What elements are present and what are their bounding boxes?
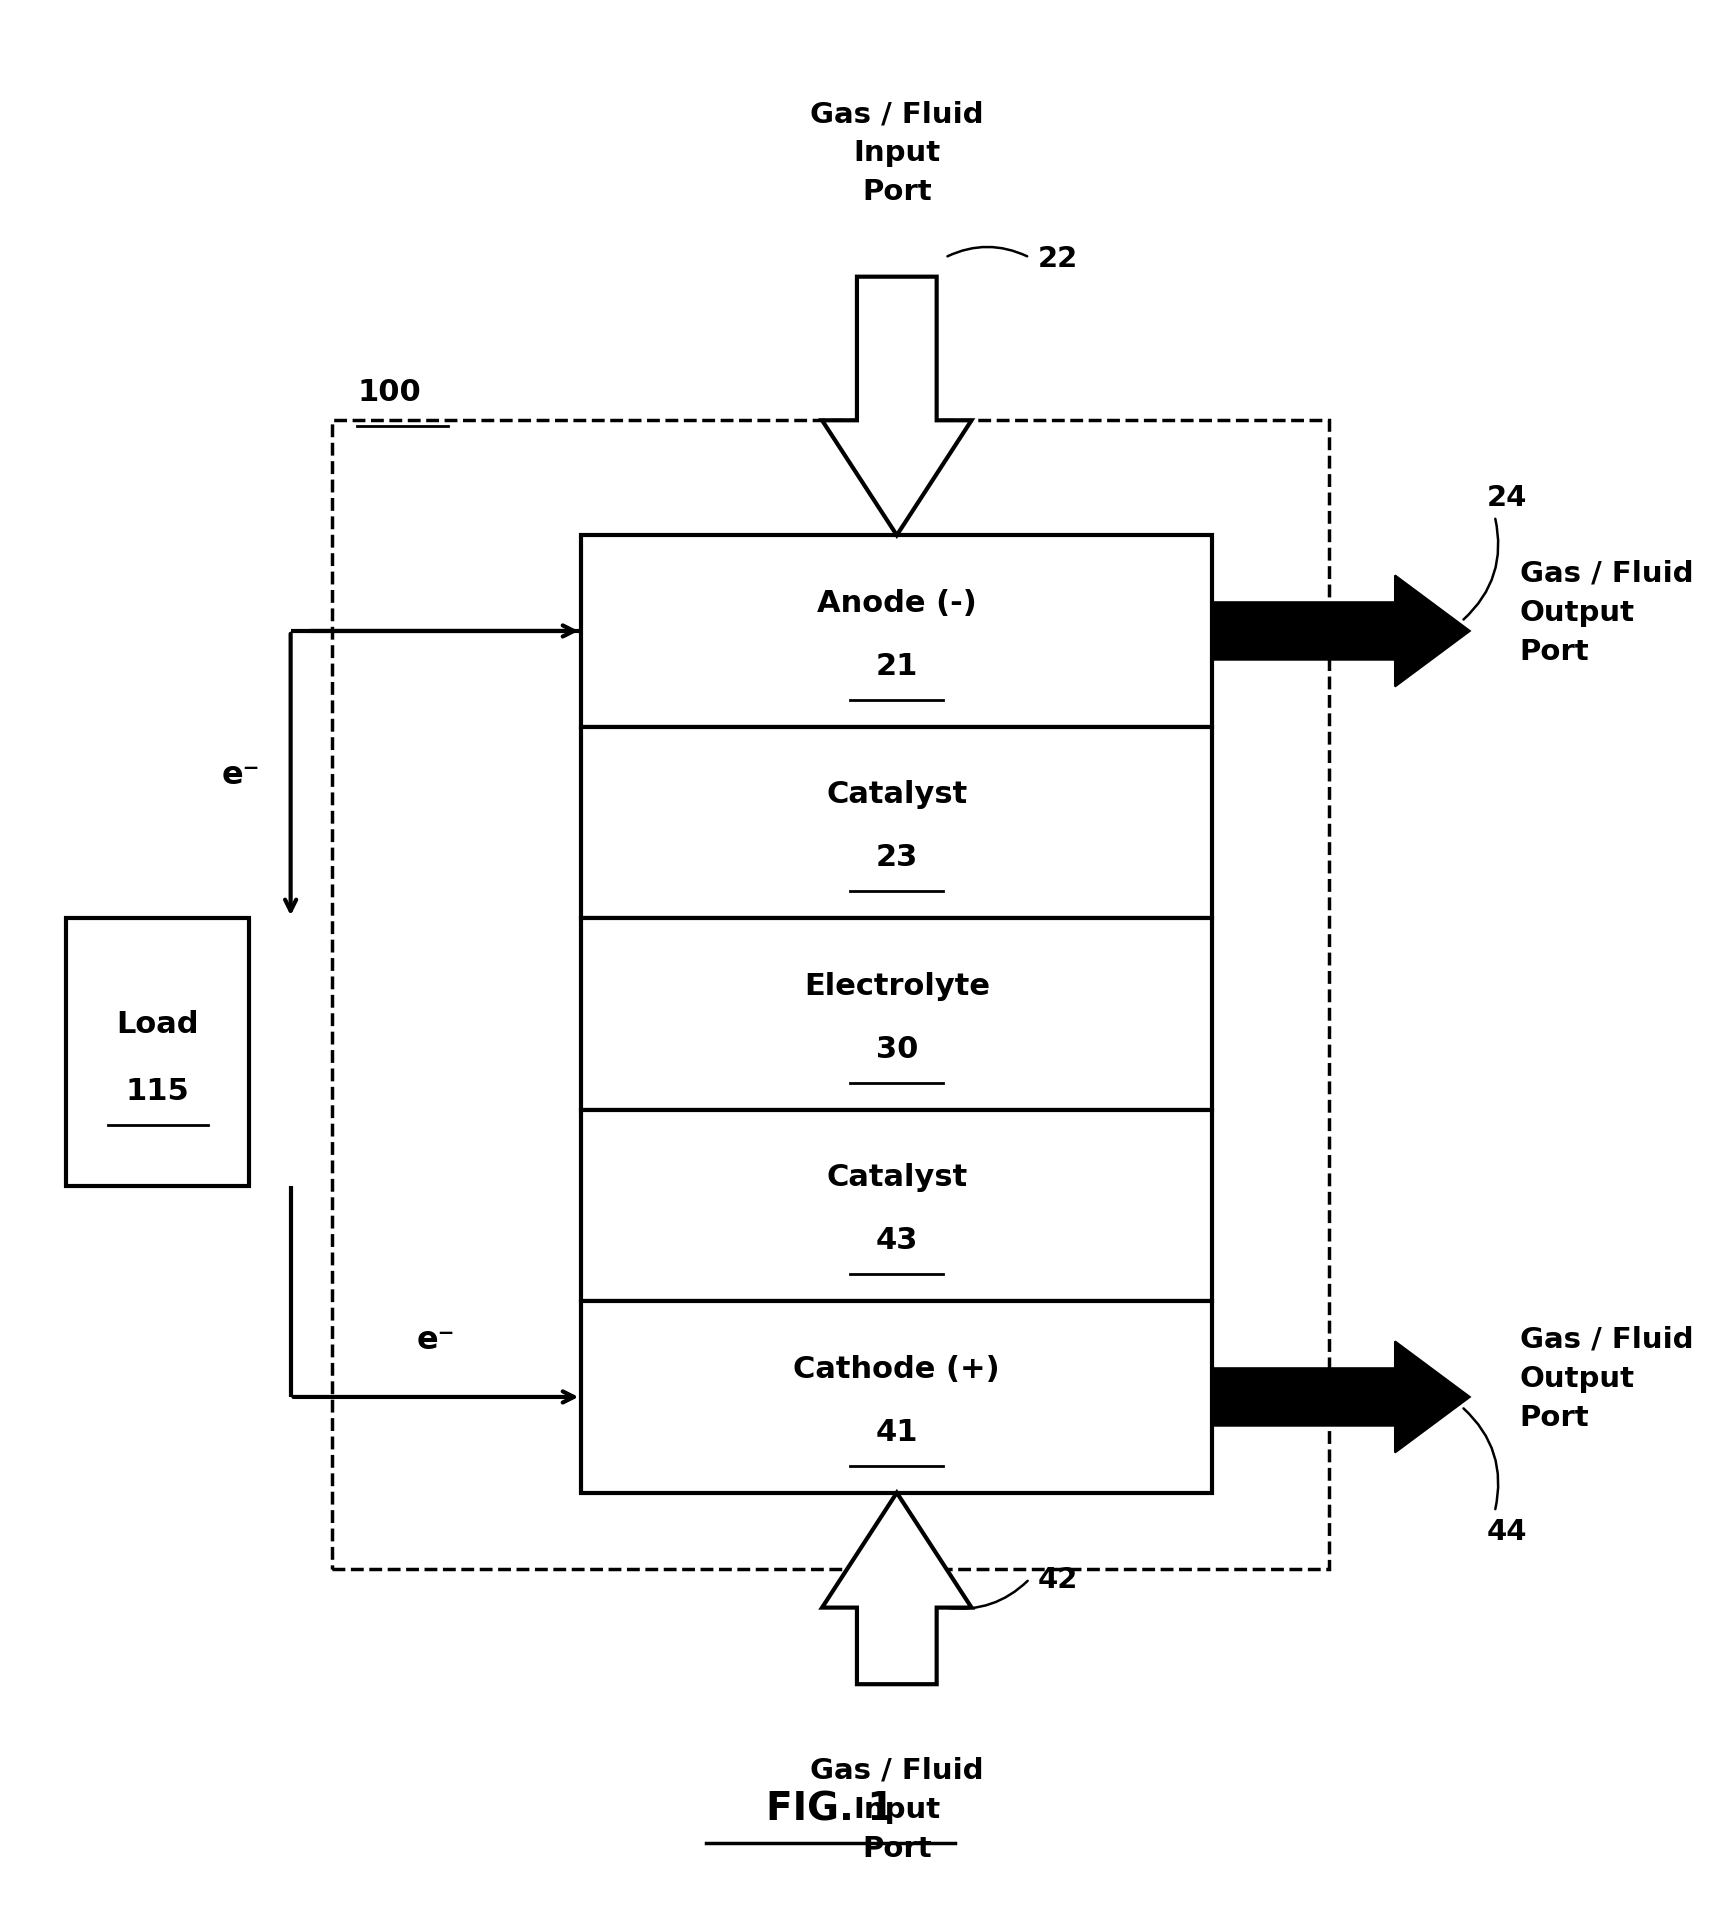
Text: Cathode (+): Cathode (+)	[793, 1353, 1000, 1384]
Bar	[67, 919, 250, 1187]
Text: e⁻: e⁻	[416, 1324, 454, 1355]
Polygon shape	[1212, 1342, 1470, 1453]
Text: 44: 44	[1487, 1518, 1527, 1545]
Text: Gas / Fluid
Input
Port: Gas / Fluid Input Port	[811, 100, 984, 207]
Text: Gas / Fluid
Output
Port: Gas / Fluid Output Port	[1520, 1324, 1693, 1432]
Text: 100: 100	[356, 377, 422, 408]
Bar	[332, 421, 1329, 1569]
Text: 22: 22	[1038, 245, 1079, 272]
Bar	[582, 919, 1212, 1110]
Bar	[582, 1110, 1212, 1302]
Text: Catalyst: Catalyst	[826, 1162, 967, 1192]
Text: 24: 24	[1487, 484, 1527, 511]
Text: 115: 115	[126, 1076, 189, 1106]
Polygon shape	[823, 1493, 972, 1684]
Bar	[582, 727, 1212, 919]
Text: 21: 21	[876, 651, 917, 681]
Text: Load: Load	[117, 1009, 200, 1039]
Text: Gas / Fluid
Output
Port: Gas / Fluid Output Port	[1520, 559, 1693, 666]
Polygon shape	[1212, 576, 1470, 687]
Text: 43: 43	[876, 1225, 917, 1256]
Text: Catalyst: Catalyst	[826, 779, 967, 810]
Bar	[582, 536, 1212, 727]
Polygon shape	[823, 278, 972, 536]
Bar	[582, 1302, 1212, 1493]
Text: Anode (-): Anode (-)	[817, 588, 978, 618]
Text: e⁻: e⁻	[222, 760, 260, 790]
Text: 42: 42	[1038, 1566, 1079, 1592]
Text: Gas / Fluid
Input
Port: Gas / Fluid Input Port	[811, 1755, 984, 1862]
Text: Electrolyte: Electrolyte	[804, 970, 990, 1001]
Text: FIG. 1: FIG. 1	[766, 1790, 895, 1828]
Text: 41: 41	[876, 1416, 917, 1447]
Text: 23: 23	[876, 842, 917, 873]
Text: 30: 30	[876, 1034, 917, 1064]
